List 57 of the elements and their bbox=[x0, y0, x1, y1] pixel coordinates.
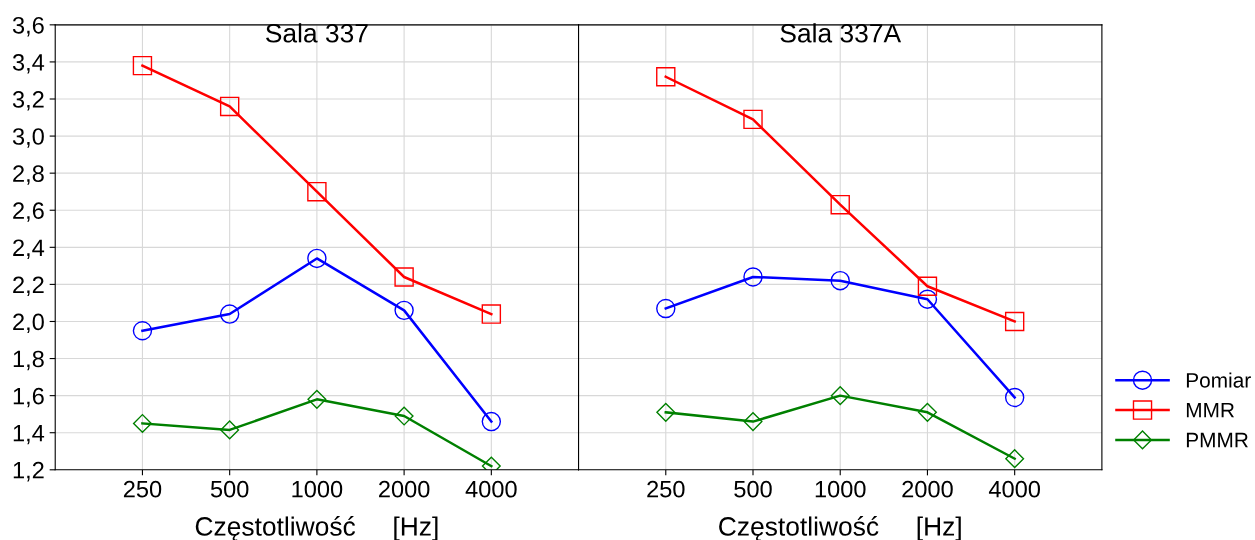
y-tick-label: 1,8 bbox=[13, 350, 44, 371]
point bbox=[307, 248, 327, 269]
point bbox=[132, 321, 153, 341]
point bbox=[394, 300, 414, 321]
point bbox=[743, 412, 763, 432]
point bbox=[917, 289, 938, 309]
point bbox=[917, 276, 938, 296]
y-tick-label: 1,6 bbox=[13, 387, 44, 408]
x-tick-label: 1000 bbox=[815, 480, 866, 498]
x-tick-label: 500 bbox=[734, 480, 772, 498]
x-tick-label: 2000 bbox=[902, 480, 953, 498]
x-tick-label: 250 bbox=[647, 480, 685, 498]
x-tick-label: 1000 bbox=[292, 480, 343, 498]
y-tick-label: 3,4 bbox=[12, 53, 45, 74]
y-tick-label: 2,2 bbox=[13, 276, 44, 296]
legend-label: PMMR bbox=[1186, 432, 1248, 448]
y-tick-label: 2,8 bbox=[13, 165, 44, 185]
x-tick-label: 500 bbox=[210, 480, 249, 498]
x-tick-label: 250 bbox=[123, 480, 162, 498]
point bbox=[481, 304, 502, 324]
point bbox=[1005, 449, 1025, 469]
point bbox=[394, 406, 414, 426]
point bbox=[743, 267, 763, 287]
point bbox=[220, 420, 240, 440]
chart-title: Sala 337 bbox=[266, 23, 368, 43]
point bbox=[132, 55, 153, 76]
point bbox=[830, 194, 850, 215]
chart-title: Sala 337A bbox=[780, 23, 902, 43]
point bbox=[917, 402, 937, 422]
point bbox=[830, 386, 850, 406]
point bbox=[743, 109, 763, 130]
point bbox=[219, 96, 240, 117]
y-tick-label: 3,6 bbox=[12, 16, 44, 37]
point bbox=[394, 267, 414, 287]
point bbox=[132, 413, 152, 433]
point bbox=[307, 181, 327, 202]
point bbox=[656, 67, 676, 87]
point bbox=[830, 270, 850, 291]
point bbox=[307, 389, 327, 409]
point bbox=[656, 298, 676, 319]
point bbox=[656, 402, 676, 422]
y-tick-label: 2,6 bbox=[13, 202, 44, 222]
point bbox=[1004, 387, 1025, 408]
x-tick-label: 4000 bbox=[988, 480, 1041, 498]
y-tick-label: 2,4 bbox=[13, 239, 45, 259]
point bbox=[481, 411, 502, 432]
legend-label: Pomiar bbox=[1186, 372, 1251, 388]
y-tick-label: 1,2 bbox=[13, 461, 44, 482]
y-tick-label: 3,2 bbox=[12, 91, 44, 111]
y-tick-label: 1,4 bbox=[13, 425, 45, 445]
x-tick-label: 2000 bbox=[379, 480, 430, 498]
point bbox=[1004, 311, 1025, 332]
legend-label: MMR bbox=[1186, 403, 1235, 418]
point bbox=[219, 304, 240, 324]
x-tick-label: 4000 bbox=[465, 480, 517, 498]
y-tick-label: 3,0 bbox=[12, 128, 44, 148]
y-tick-label: 2,0 bbox=[13, 313, 44, 334]
